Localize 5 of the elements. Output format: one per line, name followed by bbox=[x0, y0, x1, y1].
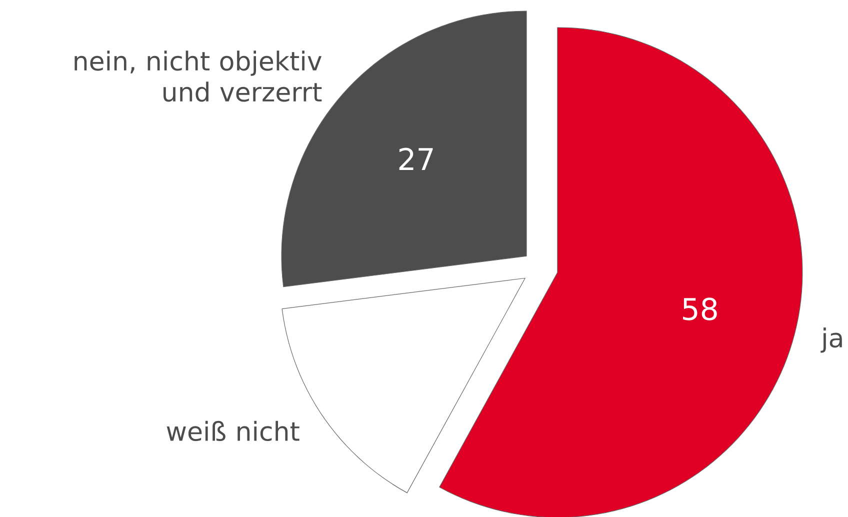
slice-label: ja bbox=[820, 328, 842, 353]
slice-label: nein, nicht objektiv und verzerrt bbox=[74, 50, 322, 102]
data-label: 27 bbox=[399, 148, 433, 170]
slice-label: weiß nicht bbox=[166, 420, 300, 442]
data-label: 58 bbox=[683, 298, 717, 320]
